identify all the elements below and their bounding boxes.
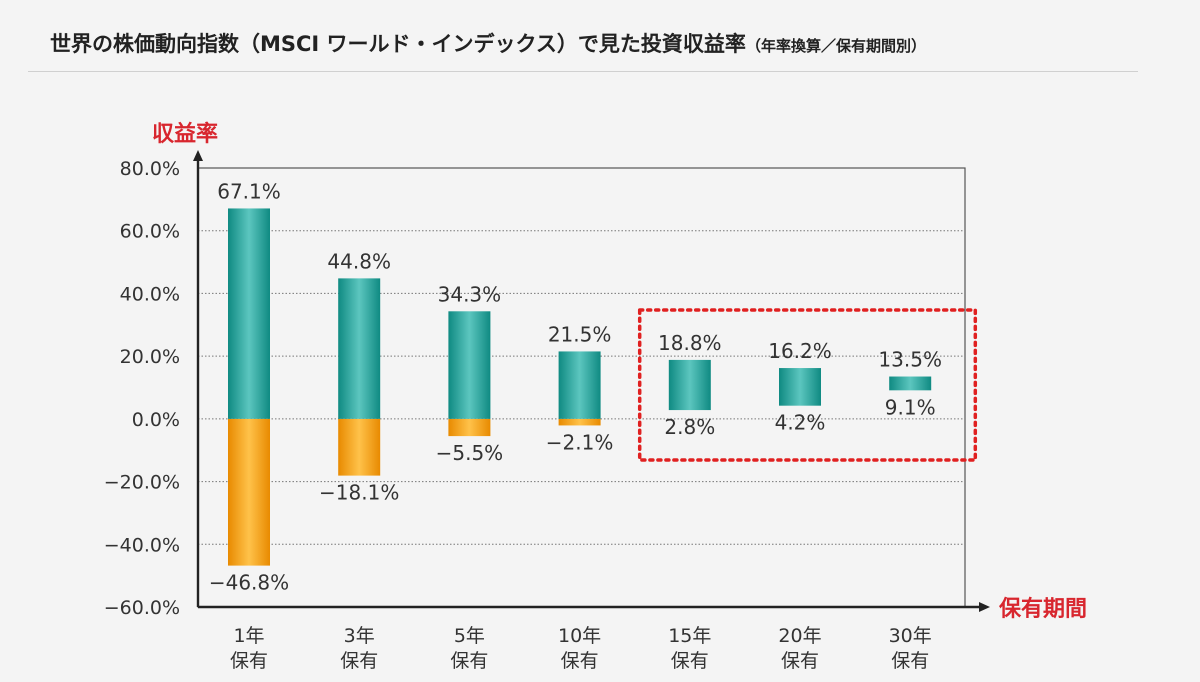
chart-title-main: 世界の株価動向指数（MSCI ワールド・インデックス）で見た投資収益率: [50, 32, 746, 56]
category-label-period: 15年: [668, 625, 711, 647]
max-value-label: 21.5%: [548, 322, 612, 346]
y-axis-arrow-icon: [193, 150, 203, 161]
positive-bar: [448, 311, 491, 419]
category-label-period: 10年: [558, 625, 601, 647]
max-value-label: 18.8%: [658, 331, 722, 355]
positive-bar: [558, 351, 601, 419]
y-tick-label: 20.0%: [120, 346, 180, 368]
category-label-period: 3年: [344, 625, 375, 647]
positive-bar: [338, 278, 381, 419]
category-label-period: 5年: [454, 625, 485, 647]
category-label-period: 30年: [889, 625, 932, 647]
x-axis-arrow-icon: [979, 602, 990, 612]
min-value-label: −2.1%: [546, 430, 614, 454]
y-tick-label: 60.0%: [120, 221, 180, 243]
data-labels: 67.1% −46.8% 44.8% −18.1% 34.3% −5.5% 21.5% −2.…: [209, 179, 942, 594]
positive-bar: [228, 208, 270, 419]
category-label-holding: 保有: [671, 650, 709, 672]
category-label-holding: 保有: [340, 650, 378, 672]
category-label-holding: 保有: [450, 650, 488, 672]
min-value-label: −5.5%: [436, 441, 504, 465]
y-tick-label: 80.0%: [120, 158, 180, 180]
category-label-period: 20年: [778, 625, 821, 647]
bars: [228, 208, 932, 566]
y-axis-title: 収益率: [152, 121, 218, 147]
axes: [193, 150, 990, 612]
chart-subtitle: （年率換算／保有期間別）: [745, 37, 926, 55]
y-tick-labels: 80.0% 60.0% 40.0% 20.0% 0.0% −20.0% −40.0% −60.…: [104, 158, 180, 619]
category-label-holding: 保有: [561, 650, 599, 672]
x-axis-title: 保有期間: [998, 596, 1087, 622]
y-tick-label: −60.0%: [104, 597, 180, 619]
positive-bar: [668, 359, 711, 411]
negative-bar: [448, 418, 491, 437]
max-value-label: 67.1%: [217, 179, 281, 203]
negative-bar: [558, 418, 601, 426]
category-label-holding: 保有: [230, 650, 268, 672]
negative-bar: [338, 418, 381, 476]
positive-bar: [779, 368, 821, 406]
y-tick-label: −20.0%: [104, 472, 180, 494]
max-value-label: 16.2%: [768, 339, 832, 363]
positive-bar: [889, 376, 932, 391]
category-label-holding: 保有: [891, 650, 929, 672]
chart-title: 世界の株価動向指数（MSCI ワールド・インデックス）で見た投資収益率（年率換算…: [50, 28, 926, 58]
max-value-label: 44.8%: [327, 249, 391, 273]
min-value-label: 4.2%: [775, 411, 826, 435]
title-divider: [28, 71, 1138, 72]
max-value-label: 34.3%: [438, 282, 502, 306]
highlight-box: [637, 308, 978, 462]
category-label-period: 1年: [233, 625, 264, 647]
min-value-label: 9.1%: [885, 395, 936, 419]
max-value-label: 13.5%: [878, 348, 942, 372]
negative-bar: [228, 418, 270, 566]
y-tick-label: −40.0%: [104, 534, 180, 556]
min-value-label: 2.8%: [664, 415, 715, 439]
min-value-label: −46.8%: [209, 571, 289, 595]
category-label-holding: 保有: [781, 650, 819, 672]
y-tick-label: 0.0%: [132, 409, 180, 431]
y-tick-label: 40.0%: [120, 283, 180, 305]
min-value-label: −18.1%: [319, 481, 399, 505]
